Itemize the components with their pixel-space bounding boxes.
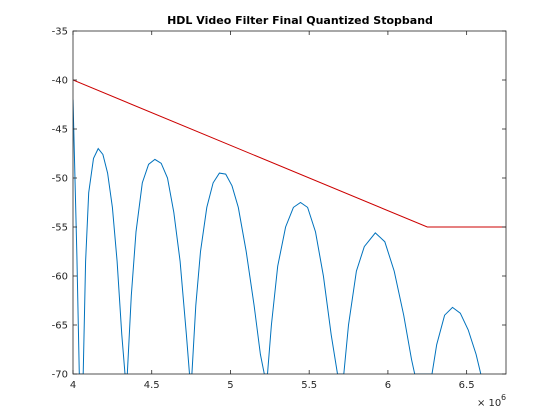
x-tick-label: 5 — [227, 380, 233, 391]
chart-title: HDL Video Filter Final Quantized Stopban… — [167, 14, 433, 27]
y-tick-label: -35 — [52, 27, 68, 38]
y-tick-label: -50 — [52, 174, 68, 185]
x-tick-label: 6.5 — [459, 380, 475, 391]
series-line-mask — [73, 79, 506, 228]
x-exponent: × 10 6 — [477, 393, 506, 409]
plot-area — [73, 79, 506, 374]
axes-box — [72, 30, 507, 375]
x-exponent-power: 6 — [501, 393, 506, 402]
y-tick-label: -70 — [52, 370, 68, 381]
x-tick-label: 5.5 — [301, 380, 317, 391]
series-line-response — [73, 99, 482, 374]
axes: 4 4.5 5 5.5 6 6.5 -35 -40 -45 -50 -55 -60 -65 -70 — [52, 27, 507, 391]
x-tick-label: 4.5 — [144, 380, 160, 391]
y-tick-label: -40 — [52, 76, 68, 87]
x-tick-label: 4 — [70, 380, 76, 391]
y-tick-label: -60 — [52, 272, 68, 283]
y-tick-label: -55 — [52, 223, 68, 234]
x-tick-label: 6 — [385, 380, 391, 391]
x-exponent-base: × 10 — [477, 398, 501, 409]
y-tick-label: -65 — [52, 321, 68, 332]
y-tick-label: -45 — [52, 125, 68, 136]
